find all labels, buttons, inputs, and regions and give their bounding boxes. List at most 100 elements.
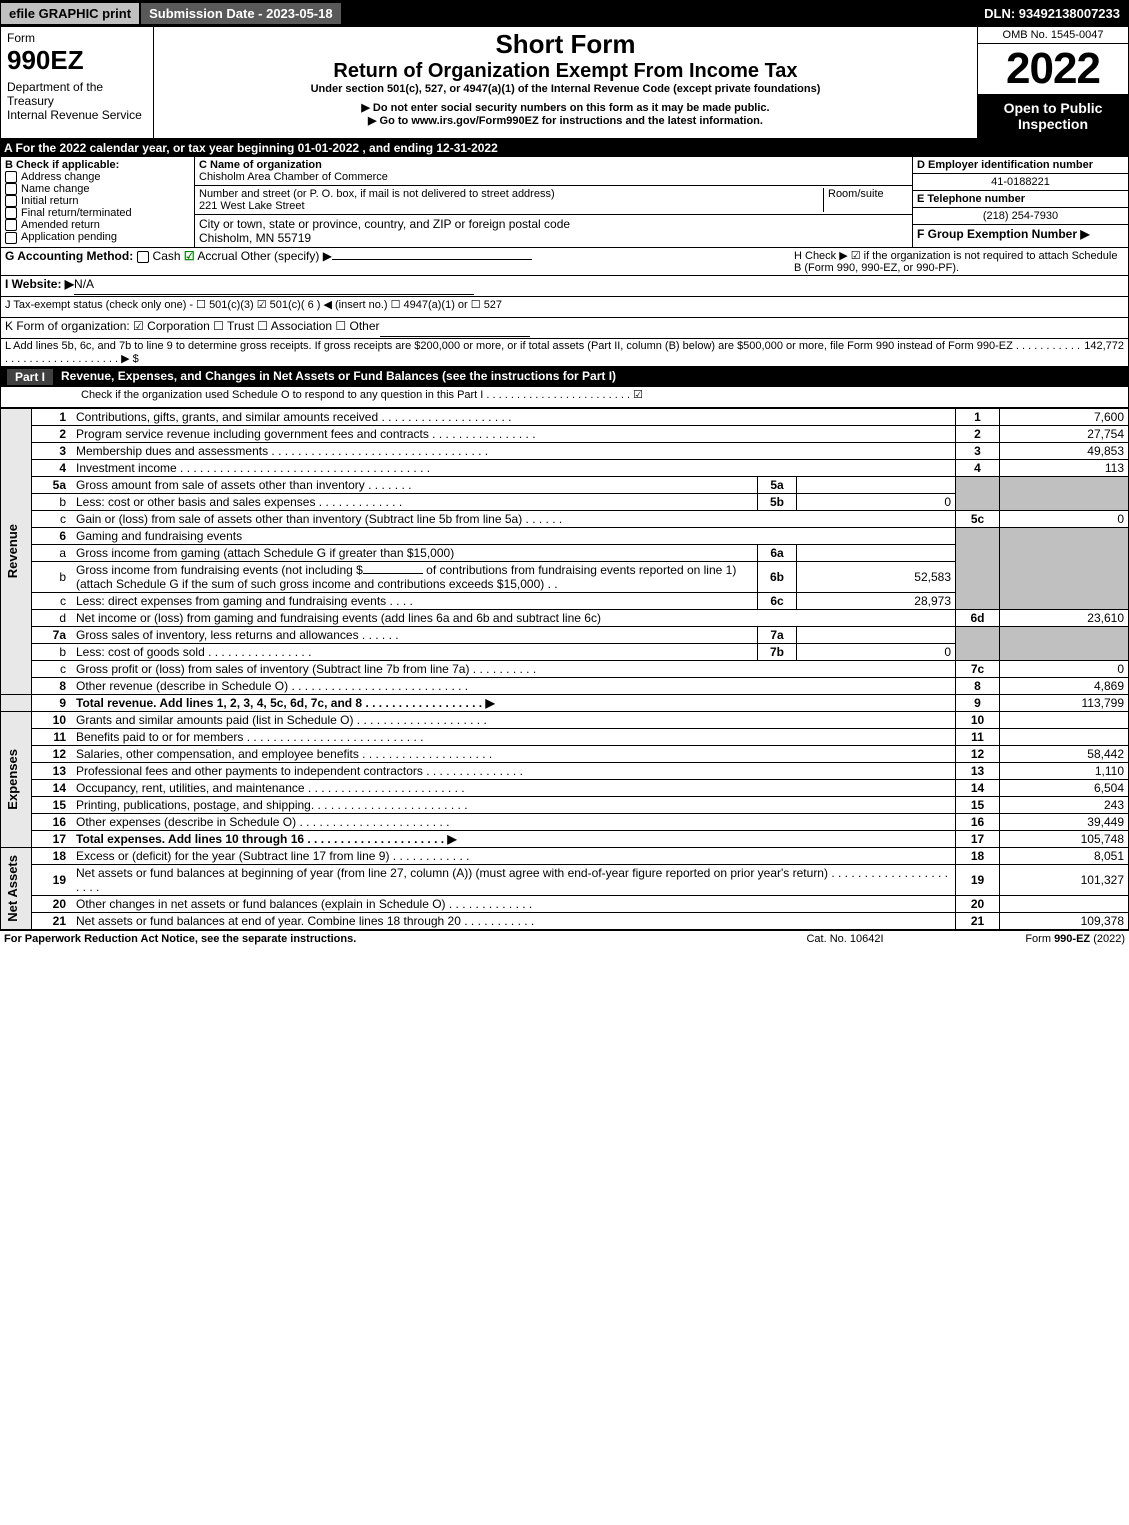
line-20-box: 20 — [956, 896, 1000, 913]
line-6a-subamt — [797, 545, 956, 562]
note-url[interactable]: ▶ Go to www.irs.gov/Form990EZ for instru… — [158, 114, 973, 127]
line-20-no: 20 — [32, 896, 73, 913]
line-4-box: 4 — [956, 460, 1000, 477]
line-8-no: 8 — [32, 678, 73, 695]
line-17-amt: 105,748 — [1000, 831, 1129, 848]
line-7b-subamt: 0 — [797, 644, 956, 661]
footer-left: For Paperwork Reduction Act Notice, see … — [4, 933, 745, 945]
line-20-amt — [1000, 896, 1129, 913]
entity-info-grid: B Check if applicable: Address change Na… — [0, 157, 1129, 248]
section-c: C Name of organization Chisholm Area Cha… — [195, 157, 913, 247]
line-5b-subamt: 0 — [797, 494, 956, 511]
line-7b-subbox: 7b — [758, 644, 797, 661]
revenue-sidebar-end — [1, 695, 32, 712]
line-6d-box: 6d — [956, 610, 1000, 627]
tax-year: 2022 — [978, 44, 1128, 94]
chk-amended-return[interactable]: Amended return — [5, 219, 190, 231]
footer-right: Form 990-EZ (2022) — [945, 933, 1125, 945]
line-9-box: 9 — [956, 695, 1000, 712]
line-7c-amt: 0 — [1000, 661, 1129, 678]
line-5c-no: c — [32, 511, 73, 528]
chk-application-pending[interactable]: Application pending — [5, 231, 190, 243]
line-14-desc: Occupancy, rent, utilities, and maintena… — [72, 780, 956, 797]
form-year-block: OMB No. 1545-0047 2022 Open to Public In… — [977, 27, 1128, 138]
expenses-sidebar: Expenses — [1, 712, 32, 848]
line-1-amt: 7,600 — [1000, 409, 1129, 426]
line-9-amt: 113,799 — [1000, 695, 1129, 712]
org-address-row: Number and street (or P. O. box, if mail… — [195, 186, 912, 215]
section-i: I Website: ▶ N/A — [0, 276, 1129, 297]
line-6b-no: b — [32, 562, 73, 593]
line-15-box: 15 — [956, 797, 1000, 814]
tel-label: E Telephone number — [913, 191, 1128, 208]
netassets-sidebar: Net Assets — [1, 848, 32, 930]
line-6c-desc: Less: direct expenses from gaming and fu… — [72, 593, 758, 610]
line-5-grey — [956, 477, 1000, 511]
main-title: Return of Organization Exempt From Incom… — [158, 60, 973, 83]
chk-name-change[interactable]: Name change — [5, 183, 190, 195]
line-12-box: 12 — [956, 746, 1000, 763]
line-15-amt: 243 — [1000, 797, 1129, 814]
line-17-no: 17 — [32, 831, 73, 848]
line-5b-no: b — [32, 494, 73, 511]
line-8-desc: Other revenue (describe in Schedule O) .… — [72, 678, 956, 695]
line-16-desc: Other expenses (describe in Schedule O) … — [72, 814, 956, 831]
gross-receipts-amount: 142,772 — [1084, 340, 1124, 365]
line-21-amt: 109,378 — [1000, 913, 1129, 930]
line-21-desc: Net assets or fund balances at end of ye… — [72, 913, 956, 930]
fundraising-excluded-input[interactable] — [363, 573, 423, 574]
part-1-tag: Part I — [7, 369, 53, 385]
chk-final-return[interactable]: Final return/terminated — [5, 207, 190, 219]
chk-accrual[interactable]: ☑ — [184, 249, 195, 263]
open-public-badge: Open to Public Inspection — [978, 94, 1128, 138]
line-8-box: 8 — [956, 678, 1000, 695]
form-number: 990EZ — [7, 45, 147, 76]
line-12-amt: 58,442 — [1000, 746, 1129, 763]
line-6c-subbox: 6c — [758, 593, 797, 610]
group-exemption-label: F Group Exemption Number ▶ — [913, 225, 1128, 243]
line-5c-box: 5c — [956, 511, 1000, 528]
other-specify-input[interactable] — [332, 259, 532, 260]
section-j: J Tax-exempt status (check only one) - ☐… — [0, 297, 1129, 318]
line-1-box: 1 — [956, 409, 1000, 426]
subtitle: Under section 501(c), 527, or 4947(a)(1)… — [158, 83, 973, 95]
section-h: H Check ▶ ☑ if the organization is not r… — [794, 249, 1124, 274]
line-12-desc: Salaries, other compensation, and employ… — [72, 746, 956, 763]
line-5b-desc: Less: cost or other basis and sales expe… — [72, 494, 758, 511]
line-7b-no: b — [32, 644, 73, 661]
line-5c-amt: 0 — [1000, 511, 1129, 528]
line-6c-no: c — [32, 593, 73, 610]
line-12-no: 12 — [32, 746, 73, 763]
line-16-amt: 39,449 — [1000, 814, 1129, 831]
row-g-h: G Accounting Method: Cash ☑ Accrual Othe… — [0, 248, 1129, 276]
line-4-amt: 113 — [1000, 460, 1129, 477]
line-9-no: 9 — [32, 695, 73, 712]
line-5a-desc: Gross amount from sale of assets other t… — [72, 477, 758, 494]
form-word: Form — [7, 31, 147, 45]
org-name: Chisholm Area Chamber of Commerce — [199, 171, 388, 183]
chk-cash[interactable] — [137, 251, 149, 263]
section-b: B Check if applicable: Address change Na… — [1, 157, 195, 247]
footer-catno: Cat. No. 10642I — [745, 933, 945, 945]
line-6d-desc: Net income or (loss) from gaming and fun… — [72, 610, 956, 627]
dln-label: DLN: 93492138007233 — [976, 6, 1128, 21]
line-4-desc: Investment income . . . . . . . . . . . … — [72, 460, 956, 477]
line-7a-subbox: 7a — [758, 627, 797, 644]
chk-address-change[interactable]: Address change — [5, 171, 190, 183]
line-5a-no: 5a — [32, 477, 73, 494]
submission-date-button[interactable]: Submission Date - 2023-05-18 — [141, 3, 343, 24]
line-7c-box: 7c — [956, 661, 1000, 678]
line-6a-desc: Gross income from gaming (attach Schedul… — [72, 545, 758, 562]
line-1-desc: Contributions, gifts, grants, and simila… — [72, 409, 956, 426]
line-15-no: 15 — [32, 797, 73, 814]
part-1-table: Revenue 1 Contributions, gifts, grants, … — [0, 408, 1129, 930]
line-10-desc: Grants and similar amounts paid (list in… — [72, 712, 956, 729]
other-org-input[interactable] — [380, 319, 530, 337]
efile-print-button[interactable]: efile GRAPHIC print — [1, 3, 141, 24]
line-13-amt: 1,110 — [1000, 763, 1129, 780]
tel-value: (218) 254-7930 — [913, 208, 1128, 225]
omb-number: OMB No. 1545-0047 — [978, 27, 1128, 44]
line-3-box: 3 — [956, 443, 1000, 460]
chk-initial-return[interactable]: Initial return — [5, 195, 190, 207]
form-header: Form 990EZ Department of the Treasury In… — [0, 26, 1129, 139]
